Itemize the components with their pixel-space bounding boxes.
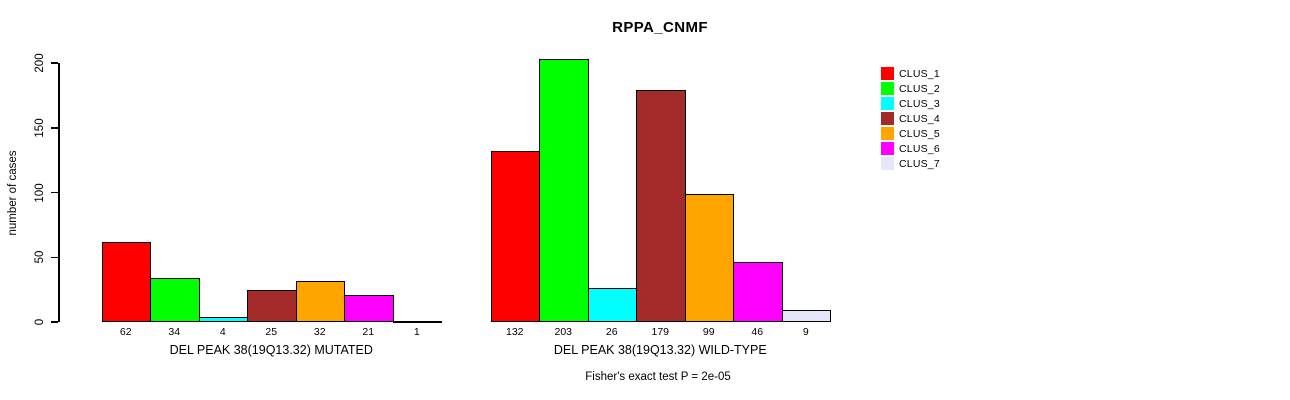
y-tick: [51, 62, 58, 64]
bar-clus_5-group1: [295, 280, 345, 322]
legend-label: CLUS_1: [899, 67, 940, 80]
y-tick: [51, 127, 58, 129]
y-tick-label: 200: [34, 53, 46, 73]
y-tick-label: 100: [34, 182, 46, 203]
legend-swatch-icon: [881, 142, 894, 155]
bar-clus_4-group2: [636, 90, 686, 322]
legend-row: CLUS_5: [881, 126, 940, 141]
bar-value-label: 4: [219, 325, 226, 338]
bar-value-label: 62: [119, 325, 132, 338]
bar-clus_5-group2: [684, 193, 734, 322]
bar-value-label: 203: [554, 325, 573, 338]
fisher-test-note: Fisher's exact test P = 2e-05: [585, 371, 731, 383]
bar-clus_3-group2: [587, 288, 637, 322]
bar-value-label: 9: [802, 325, 809, 338]
bar-clus_2-group2: [539, 59, 589, 322]
legend: CLUS_1 CLUS_2 CLUS_3 CLUS_4 CLUS_5 CLUS_6 CLUS…: [881, 66, 940, 171]
x-group-label: DEL PEAK 38(19Q13.32) WILD-TYPE: [553, 343, 767, 357]
bar-clus_7-group2: [781, 310, 831, 322]
bar-value-label: 99: [702, 325, 715, 338]
y-tick-label: 50: [34, 250, 46, 264]
bar-value-label: 132: [505, 325, 524, 338]
legend-swatch-icon: [881, 67, 894, 80]
legend-row: CLUS_1: [881, 66, 940, 81]
bar-value-label: 1: [413, 325, 420, 338]
bar-value-label: 26: [605, 325, 618, 338]
y-axis-line: [58, 63, 60, 322]
bar-clus_6-group2: [733, 262, 783, 322]
y-axis-label: number of cases: [7, 150, 19, 236]
chart-title: RPPA_CNMF: [612, 19, 708, 36]
legend-row: CLUS_4: [881, 111, 940, 126]
bar-value-label: 179: [651, 325, 670, 338]
legend-row: CLUS_6: [881, 141, 940, 156]
legend-label: CLUS_2: [899, 82, 940, 95]
bar-clus_6-group1: [344, 294, 394, 322]
y-tick: [51, 321, 58, 323]
legend-swatch-icon: [881, 127, 894, 140]
bar-value-label: 21: [362, 325, 375, 338]
bar-value-label: 32: [313, 325, 326, 338]
legend-label: CLUS_3: [899, 97, 940, 110]
bar-clus_7-group1: [392, 320, 442, 323]
bar-clus_1-group2: [490, 151, 540, 322]
legend-label: CLUS_6: [899, 142, 940, 155]
y-tick: [51, 256, 58, 258]
legend-swatch-icon: [881, 97, 894, 110]
bar-clus_2-group1: [150, 277, 200, 322]
bar-clus_4-group1: [247, 289, 297, 322]
legend-label: CLUS_5: [899, 127, 940, 140]
bar-value-label: 34: [168, 325, 181, 338]
legend-row: CLUS_2: [881, 81, 940, 96]
bar-clus_3-group1: [198, 316, 248, 322]
legend-swatch-icon: [881, 82, 894, 95]
bar-clus_1-group1: [101, 241, 151, 322]
legend-label: CLUS_4: [899, 112, 940, 125]
bar-value-label: 46: [751, 325, 764, 338]
y-tick: [51, 191, 58, 194]
legend-swatch-icon: [881, 157, 894, 170]
y-tick-label: 0: [34, 318, 46, 326]
y-tick-label: 150: [34, 118, 46, 138]
legend-row: CLUS_7: [881, 156, 940, 171]
legend-label: CLUS_7: [899, 157, 940, 170]
legend-swatch-icon: [881, 112, 894, 125]
bar-value-label: 25: [265, 325, 278, 338]
legend-row: CLUS_3: [881, 96, 940, 111]
x-group-label: DEL PEAK 38(19Q13.32) MUTATED: [169, 343, 373, 357]
